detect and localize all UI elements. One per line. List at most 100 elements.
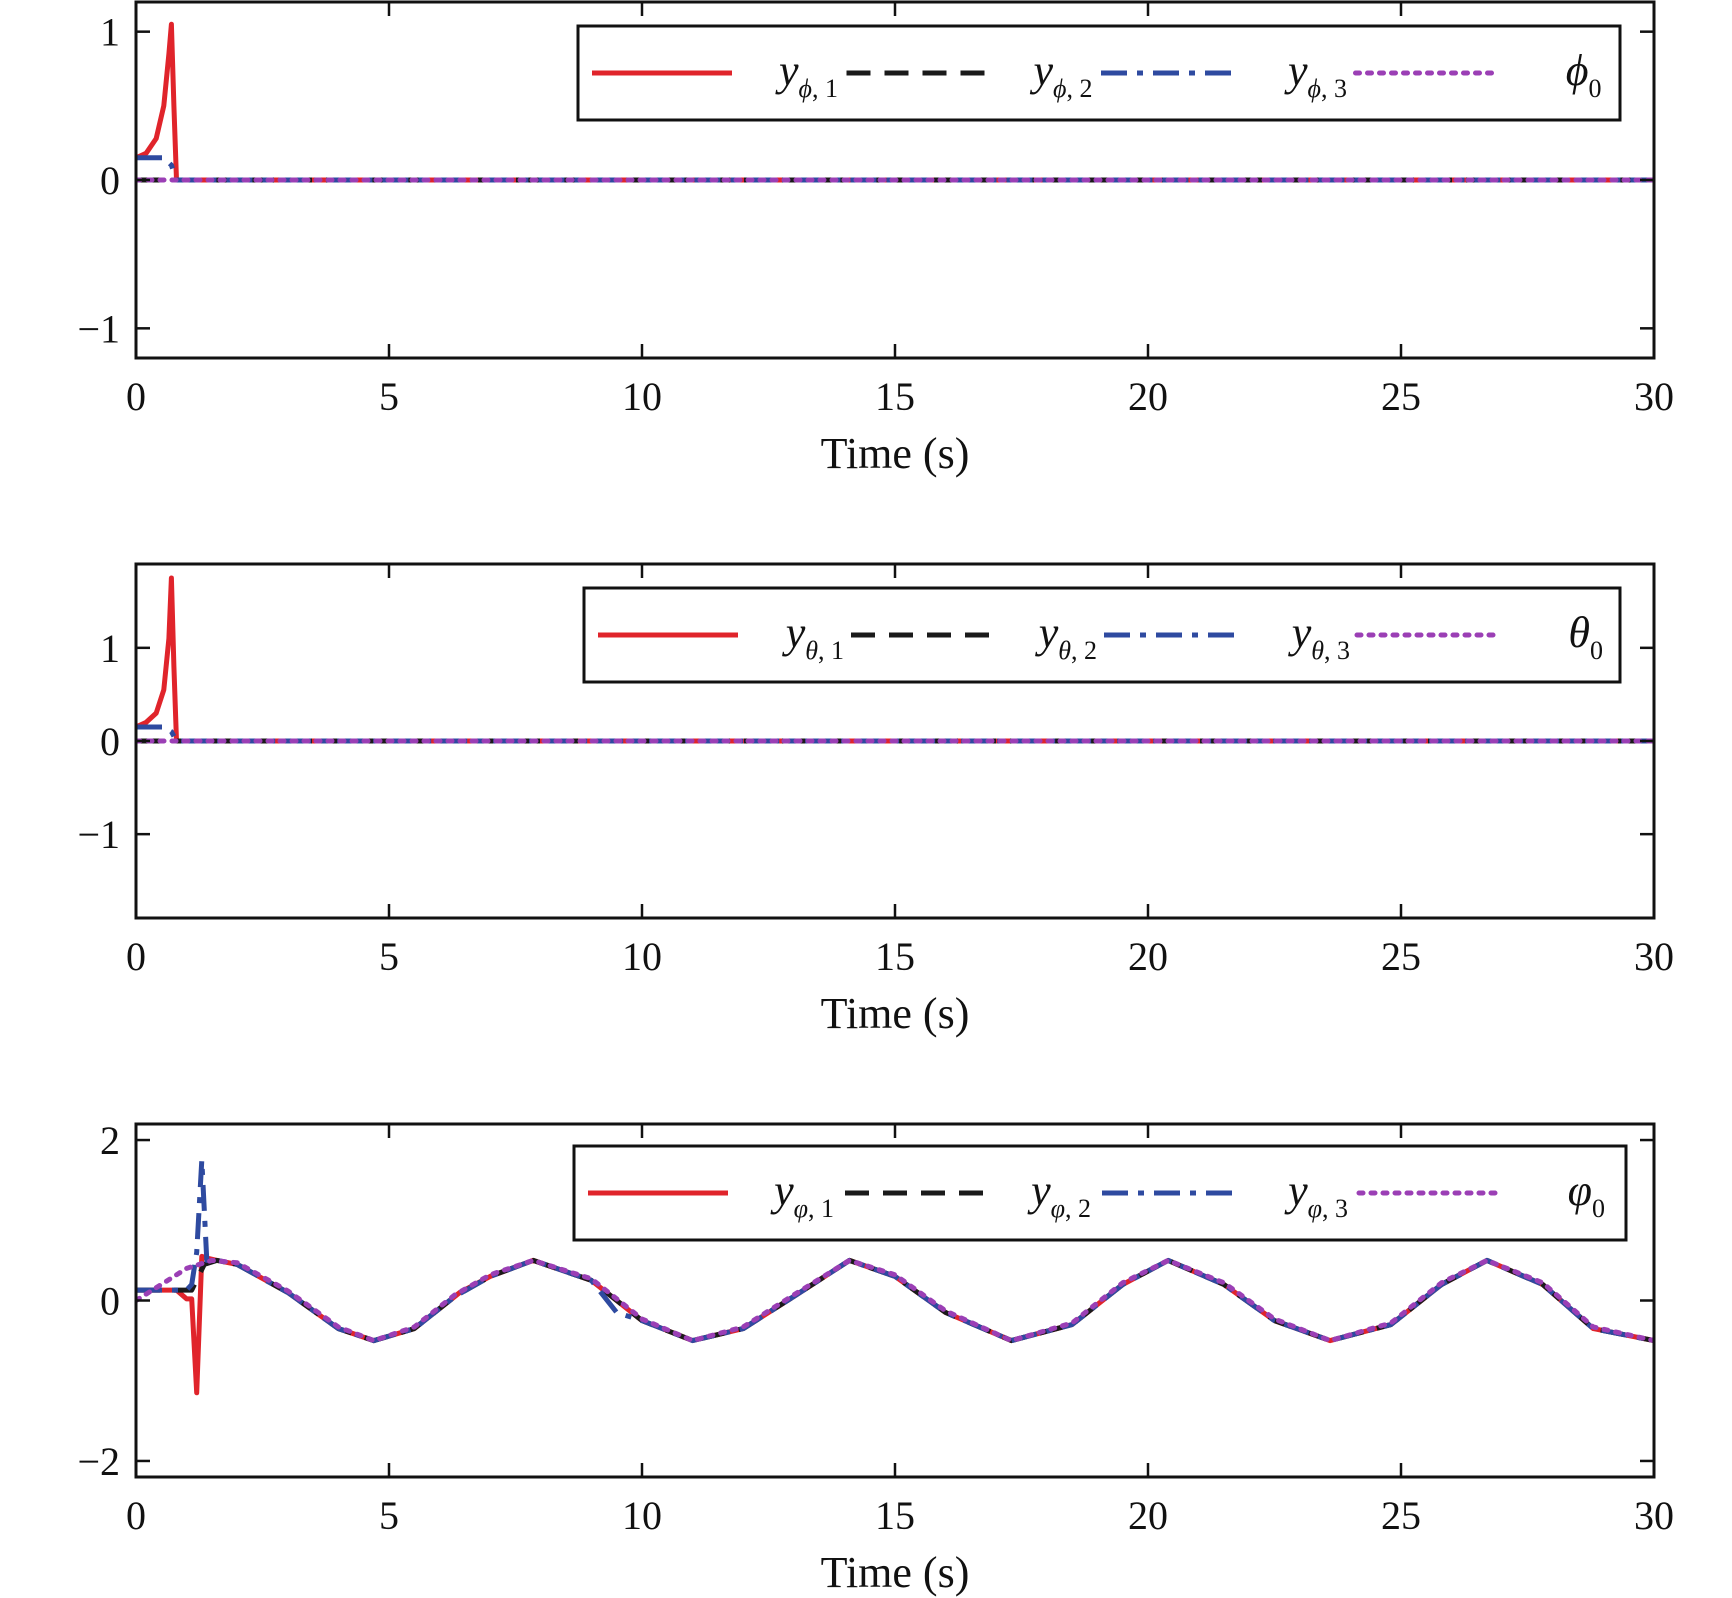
x-axis-title: Time (s) xyxy=(821,1548,970,1597)
legend-symbol: y xyxy=(1035,608,1059,657)
legend: yθ, 1 yθ, 2 yθ, 3 θ0 xyxy=(582,586,1622,684)
legend: yϕ, 1 yϕ, 2 yϕ, 3 ϕ0 xyxy=(576,24,1622,122)
legend-subscript-comma: , xyxy=(1321,74,1334,103)
legend-subscript-number: 3 xyxy=(1334,74,1347,103)
legend-label-3: yφ, 3 xyxy=(1284,1166,1348,1223)
legend-symbol: y xyxy=(1284,46,1308,95)
series-line-4 xyxy=(136,1257,1654,1344)
series-group xyxy=(136,575,1654,744)
y-tick-label: −2 xyxy=(77,1439,120,1484)
legend-subscript-symbol: θ xyxy=(1311,636,1324,665)
x-tick-label: 10 xyxy=(622,374,662,419)
x-tick-label: 0 xyxy=(126,934,146,979)
legend-subscript-symbol: ϕ xyxy=(799,74,812,103)
legend-box xyxy=(576,24,1622,122)
y-tick-label: −1 xyxy=(77,812,120,857)
y-tick-label: 1 xyxy=(100,10,120,55)
legend-subscript-symbol: θ xyxy=(1058,636,1071,665)
x-tick-label: 30 xyxy=(1634,374,1674,419)
x-tick-label: 0 xyxy=(126,374,146,419)
x-tick-label: 0 xyxy=(126,1493,146,1538)
x-tick-label: 25 xyxy=(1381,934,1421,979)
legend-subscript-number: 3 xyxy=(1337,636,1350,665)
legend-subscript-comma: , xyxy=(818,636,831,665)
x-tick-label: 30 xyxy=(1634,934,1674,979)
series-group xyxy=(136,21,1654,183)
series-line-3 xyxy=(136,155,1654,183)
legend-subscript-symbol: φ xyxy=(1051,1194,1065,1223)
y-tick-label: −1 xyxy=(77,306,120,351)
legend-label-1: yφ, 1 xyxy=(770,1166,834,1223)
legend-subscript-symbol: ϕ xyxy=(1053,74,1066,103)
legend-symbol: φ xyxy=(1568,1166,1592,1215)
legend-label-1: yθ, 1 xyxy=(782,608,844,665)
legend-subscript-symbol: φ xyxy=(794,1194,808,1223)
legend-subscript-number: 1 xyxy=(825,74,838,103)
x-tick-label: 5 xyxy=(379,934,399,979)
legend-subscript-number: 1 xyxy=(831,636,844,665)
legend-symbol: y xyxy=(1288,608,1312,657)
legend-label-1: yϕ, 1 xyxy=(775,46,838,103)
legend-symbol: y xyxy=(1284,1166,1308,1215)
legend-subscript-number: 1 xyxy=(821,1194,834,1223)
y-tick-label: 0 xyxy=(100,158,120,203)
legend-subscript-number: 0 xyxy=(1590,636,1603,665)
legend-label-4: φ0 xyxy=(1568,1166,1605,1223)
legend-subscript-symbol: ϕ xyxy=(1308,74,1321,103)
series-line-3 xyxy=(136,1157,1654,1344)
legend-symbol: y xyxy=(775,46,799,95)
legend-label-2: yφ, 2 xyxy=(1027,1166,1091,1223)
legend-label-3: yϕ, 3 xyxy=(1284,46,1347,103)
legend-symbol: θ xyxy=(1568,608,1590,657)
y-tick-label: 0 xyxy=(100,1279,120,1324)
legend-subscript-comma: , xyxy=(808,1194,821,1223)
legend-label-4: ϕ0 xyxy=(1566,46,1602,103)
legend-symbol: y xyxy=(1027,1166,1051,1215)
legend-symbol: y xyxy=(1030,46,1054,95)
legend: yφ, 1 yφ, 2 yφ, 3 φ0 xyxy=(572,1144,1628,1242)
legend-subscript-symbol: φ xyxy=(1308,1194,1322,1223)
x-tick-label: 5 xyxy=(379,374,399,419)
legend-symbol: y xyxy=(782,608,806,657)
legend-subscript-comma: , xyxy=(1067,74,1080,103)
legend-subscript-number: 0 xyxy=(1592,1194,1605,1223)
series-line-3 xyxy=(136,724,1654,744)
y-tick-label: 1 xyxy=(100,626,120,671)
legend-label-2: yθ, 2 xyxy=(1035,608,1097,665)
legend-subscript-symbol: θ xyxy=(805,636,818,665)
legend-subscript-number: 0 xyxy=(1589,74,1602,103)
legend-label-4: θ0 xyxy=(1568,608,1603,665)
legend-label-3: yθ, 3 xyxy=(1288,608,1350,665)
legend-subscript-comma: , xyxy=(1071,636,1084,665)
x-tick-label: 15 xyxy=(875,934,915,979)
x-tick-label: 20 xyxy=(1128,374,1168,419)
x-tick-label: 15 xyxy=(875,374,915,419)
legend-label-2: yϕ, 2 xyxy=(1030,46,1093,103)
legend-symbol: ϕ xyxy=(1566,46,1589,95)
x-tick-label: 10 xyxy=(622,1493,662,1538)
legend-subscript-comma: , xyxy=(1065,1194,1078,1223)
x-tick-label: 25 xyxy=(1381,1493,1421,1538)
legend-subscript-number: 2 xyxy=(1078,1194,1091,1223)
legend-subscript-number: 3 xyxy=(1335,1194,1348,1223)
legend-subscript-number: 2 xyxy=(1080,74,1093,103)
x-tick-label: 20 xyxy=(1128,934,1168,979)
x-tick-label: 15 xyxy=(875,1493,915,1538)
x-tick-label: 25 xyxy=(1381,374,1421,419)
x-tick-label: 20 xyxy=(1128,1493,1168,1538)
legend-subscript-number: 2 xyxy=(1084,636,1097,665)
x-tick-label: 30 xyxy=(1634,1493,1674,1538)
x-tick-label: 5 xyxy=(379,1493,399,1538)
series-group xyxy=(136,1157,1654,1396)
x-tick-label: 10 xyxy=(622,934,662,979)
legend-subscript-comma: , xyxy=(812,74,825,103)
x-axis-title: Time (s) xyxy=(821,429,970,478)
legend-subscript-comma: , xyxy=(1324,636,1337,665)
legend-box xyxy=(572,1144,1628,1242)
legend-subscript-comma: , xyxy=(1322,1194,1335,1223)
y-tick-label: 2 xyxy=(100,1118,120,1163)
x-axis-title: Time (s) xyxy=(821,989,970,1038)
